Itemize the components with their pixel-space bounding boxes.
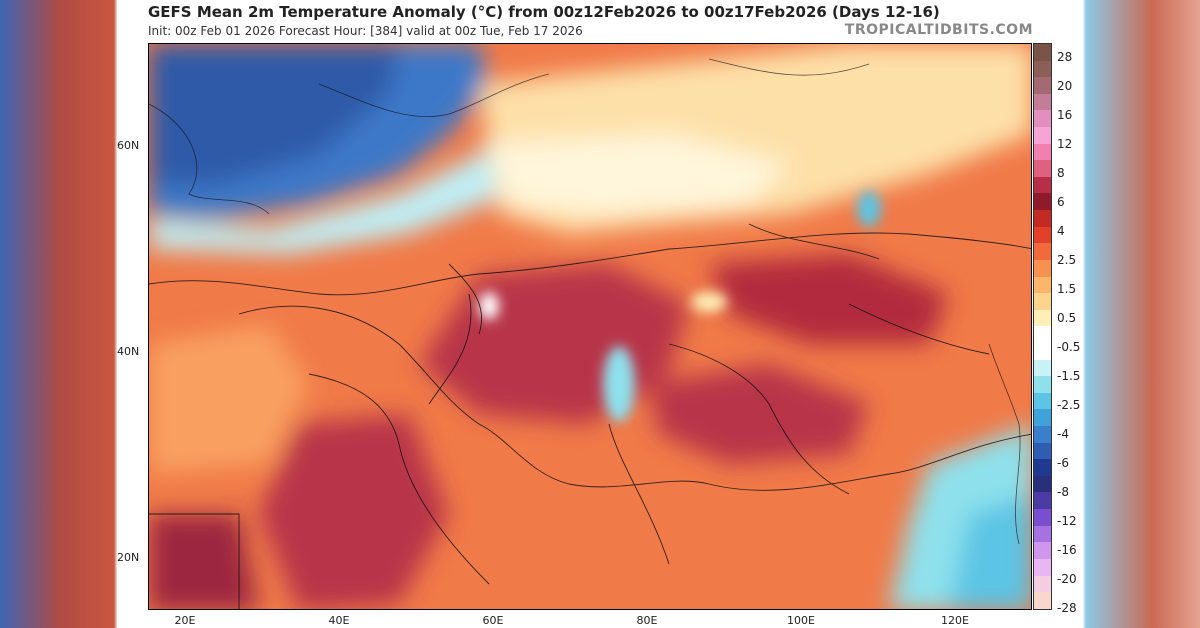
colorbar-label: 2.5 — [1057, 253, 1077, 267]
colorbar-segment — [1034, 558, 1051, 576]
colorbar-segment — [1034, 143, 1051, 161]
colorbar-label: -6 — [1057, 456, 1069, 470]
colorbar-label: 16 — [1057, 108, 1073, 122]
colorbar-segment — [1034, 492, 1051, 510]
colorbar-label: -28 — [1057, 601, 1077, 615]
colorbar-segment — [1034, 542, 1051, 559]
colorbar-segment — [1034, 409, 1051, 427]
map-title: GEFS Mean 2m Temperature Anomaly (°C) fr… — [148, 3, 940, 21]
colorbar-segment — [1034, 342, 1051, 360]
colorbar-label: 20 — [1057, 79, 1073, 93]
colorbar-label: 8 — [1057, 166, 1065, 180]
colorbar-label: -1.5 — [1057, 369, 1081, 383]
colorbar-segment — [1034, 93, 1051, 111]
anomaly-map — [148, 43, 1032, 610]
lon-label-100e: 100E — [787, 614, 815, 627]
colorbar-segment — [1034, 259, 1051, 277]
colorbar-segment — [1034, 226, 1051, 244]
colorbar-label: 6 — [1057, 195, 1065, 209]
colorbar-label: -2.5 — [1057, 398, 1081, 412]
colorbar-segment — [1034, 392, 1051, 410]
colorbar-segment — [1034, 276, 1051, 294]
colorbar-segment — [1034, 127, 1051, 144]
colorbar-labels: 28 20 16 12 8 6 4 2.5 1.5 0.5 -0.5 -1.5 -2.5 -4 -6 -8 -1… — [1057, 43, 1081, 615]
colorbar-segment — [1034, 176, 1051, 194]
colorbar-label: -8 — [1057, 485, 1069, 499]
map-subtitle: Init: 00z Feb 01 2026 Forecast Hour: [38… — [148, 24, 583, 38]
colorbar-segment — [1034, 426, 1051, 443]
colorbar-label: -0.5 — [1057, 340, 1081, 354]
lon-label-120e: 120E — [941, 614, 969, 627]
colorbar-label: 28 — [1057, 50, 1073, 64]
colorbar-segment — [1034, 326, 1051, 343]
colorbar-label: 12 — [1057, 137, 1073, 151]
colorbar-segment — [1034, 592, 1051, 609]
colorbar-segment — [1034, 293, 1051, 310]
colorbar-label: -4 — [1057, 427, 1069, 441]
colorbar-segment — [1034, 509, 1051, 526]
colorbar-label: 1.5 — [1057, 282, 1077, 296]
lon-label-20e: 20E — [174, 614, 196, 627]
colorbar-label: 4 — [1057, 224, 1065, 238]
lon-label-40e: 40E — [328, 614, 350, 627]
colorbar-label: -20 — [1057, 572, 1077, 586]
colorbar — [1033, 43, 1052, 610]
colorbar-segment — [1034, 110, 1051, 128]
colorbar-segment — [1034, 60, 1051, 78]
colorbar-segment — [1034, 459, 1051, 476]
colorbar-segment — [1034, 44, 1051, 61]
colorbar-label: -12 — [1057, 514, 1077, 528]
colorbar-segment — [1034, 243, 1051, 260]
map-figure: GEFS Mean 2m Temperature Anomaly (°C) fr… — [117, 0, 1083, 628]
colorbar-segment — [1034, 442, 1051, 460]
lon-label-80e: 80E — [636, 614, 658, 627]
colorbar-segment — [1034, 210, 1051, 227]
colorbar-label: 0.5 — [1057, 311, 1077, 325]
anomaly-field — [149, 44, 1031, 609]
colorbar-segment — [1034, 475, 1051, 493]
colorbar-segment — [1034, 160, 1051, 177]
lat-label-60n: 60N — [117, 139, 140, 152]
colorbar-segment — [1034, 193, 1051, 211]
colorbar-segment — [1034, 376, 1051, 393]
lat-label-20n: 20N — [117, 551, 140, 564]
colorbar-segment — [1034, 575, 1051, 593]
colorbar-label: -16 — [1057, 543, 1077, 557]
lat-label-40n: 40N — [117, 345, 140, 358]
colorbar-segment — [1034, 77, 1051, 94]
source-credit: TROPICALTIDBITS.COM — [844, 22, 1033, 38]
colorbar-segment — [1034, 309, 1051, 327]
colorbar-segment — [1034, 525, 1051, 543]
lon-label-60e: 60E — [482, 614, 504, 627]
colorbar-segment — [1034, 359, 1051, 377]
